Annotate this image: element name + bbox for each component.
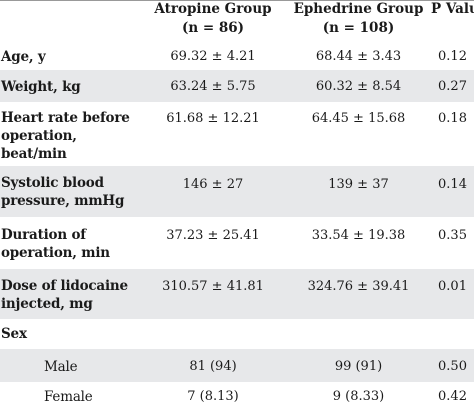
row-label: Duration of operation, min	[1, 226, 110, 262]
row-label-line: injected, mg	[1, 296, 93, 312]
p-value: 0.18	[438, 111, 467, 126]
row-label: Heart rate before operation, beat/min	[1, 109, 130, 163]
atropine-value: 81 (94)	[189, 359, 237, 374]
table-row: Weight, kg 63.24 ± 5.75 60.32 ± 8.54 0.2…	[0, 70, 474, 102]
ephedrine-value: 60.32 ± 8.54	[315, 79, 402, 94]
row-label-line: operation,	[1, 128, 77, 144]
atropine-value: 63.24 ± 5.75	[170, 79, 256, 94]
atropine-value: 69.32 ± 4.21	[170, 49, 256, 64]
table-row: Duration of operation, min 37.23 ± 25.41…	[0, 217, 474, 269]
row-label-line: operation, min	[1, 245, 110, 261]
header-atropine-name: Atropine Group	[154, 1, 272, 17]
table-row: Heart rate before operation, beat/min 61…	[0, 102, 474, 166]
row-label-line: pressure, mmHg	[1, 193, 125, 209]
atropine-value: 37.23 ± 25.41	[166, 228, 260, 243]
ephedrine-value: 324.76 ± 39.41	[307, 279, 410, 294]
p-value: 0.42	[438, 389, 467, 404]
table-row: Sex	[0, 319, 474, 349]
p-value: 0.01	[438, 279, 467, 294]
header-atropine-n: (n = 86)	[181, 20, 245, 36]
row-label-line: Heart rate before	[1, 110, 130, 126]
top-rule	[0, 0, 474, 1]
p-value: 0.50	[438, 359, 467, 374]
row-label: Age, y	[1, 49, 46, 65]
ephedrine-value: 139 ± 37	[328, 177, 389, 192]
p-value: 0.12	[438, 49, 467, 64]
table-row: Male 81 (94) 99 (91) 0.50	[0, 349, 474, 382]
row-label: Sex	[1, 326, 27, 342]
table-row: Systolic blood pressure, mmHg 146 ± 27 1…	[0, 166, 474, 217]
ephedrine-value: 33.54 ± 19.38	[311, 228, 406, 243]
row-label: Male	[44, 359, 78, 375]
header-row: Atropine Group (n = 86) Ephedrine Group …	[0, 0, 474, 40]
table-row: Female 7 (8.13) 9 (8.33) 0.42	[0, 382, 474, 406]
header-ephedrine-name: Ephedrine Group	[293, 1, 424, 17]
ephedrine-value: 68.44 ± 3.43	[315, 49, 402, 64]
row-label-line: beat/min	[1, 146, 67, 162]
ephedrine-value: 64.45 ± 15.68	[311, 111, 406, 126]
header-atropine: Atropine Group (n = 86)	[140, 0, 286, 38]
table-row: Dose of lidocaine injected, mg 310.57 ± …	[0, 269, 474, 319]
row-label-line: Dose of lidocaine	[1, 278, 128, 294]
header-ephedrine: Ephedrine Group (n = 108)	[286, 0, 431, 38]
row-label: Dose of lidocaine injected, mg	[1, 277, 128, 313]
p-value: 0.27	[438, 79, 467, 94]
table-row: Age, y 69.32 ± 4.21 68.44 ± 3.43 0.12	[0, 40, 474, 70]
atropine-value: 61.68 ± 12.21	[166, 111, 260, 126]
row-label: Systolic blood pressure, mmHg	[1, 174, 124, 210]
header-p-value: P Value	[431, 1, 474, 17]
row-label-line: Duration of	[1, 227, 86, 243]
header-ephedrine-n: (n = 108)	[322, 20, 395, 36]
ephedrine-value: 9 (8.33)	[332, 389, 385, 404]
ephedrine-value: 99 (91)	[334, 359, 383, 374]
atropine-value: 146 ± 27	[182, 177, 244, 192]
row-label: Weight, kg	[1, 79, 81, 95]
row-label-line: Systolic blood	[1, 175, 104, 191]
atropine-value: 310.57 ± 41.81	[162, 279, 264, 294]
p-value: 0.14	[438, 177, 467, 192]
atropine-value: 7 (8.13)	[187, 389, 239, 404]
p-value: 0.35	[438, 228, 467, 243]
row-label: Female	[44, 389, 93, 405]
